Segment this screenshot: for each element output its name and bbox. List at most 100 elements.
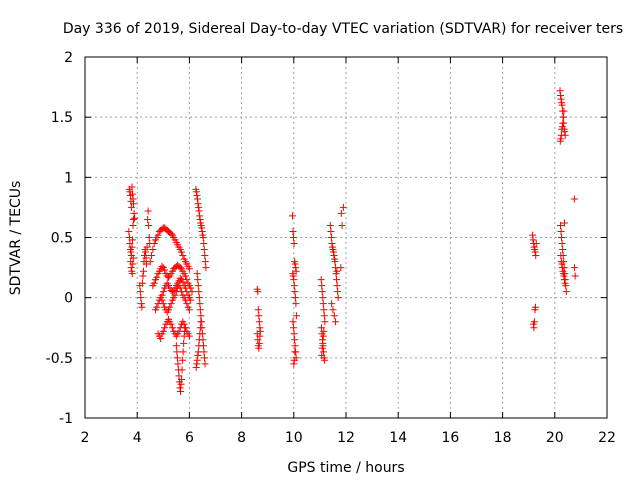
- data-point: [529, 236, 537, 244]
- data-point: [171, 291, 179, 299]
- data-point: [179, 356, 187, 364]
- data-point: [142, 248, 150, 256]
- data-point: [292, 300, 300, 308]
- data-point: [176, 264, 184, 272]
- data-point: [530, 324, 538, 332]
- data-point: [196, 330, 204, 338]
- data-point: [201, 360, 209, 368]
- data-point: [290, 282, 298, 290]
- data-point: [148, 252, 156, 260]
- data-point: [320, 306, 328, 314]
- data-point: [317, 324, 325, 332]
- data-point: [334, 288, 342, 296]
- data-point: [176, 284, 184, 292]
- data-point: [194, 276, 202, 284]
- data-point: [570, 195, 578, 203]
- data-point: [195, 294, 203, 302]
- data-point: [202, 264, 210, 272]
- data-point: [319, 294, 327, 302]
- data-point: [290, 276, 298, 284]
- data-point: [127, 248, 135, 256]
- data-point: [328, 300, 336, 308]
- y-tick-label: -1: [59, 411, 73, 427]
- data-point: [330, 312, 338, 320]
- data-point: [179, 348, 187, 356]
- data-point: [130, 215, 138, 223]
- data-point: [193, 360, 201, 368]
- data-point: [291, 336, 299, 344]
- data-point: [150, 240, 158, 248]
- data-point: [167, 230, 175, 238]
- data-point: [143, 260, 151, 268]
- data-point: [167, 320, 175, 328]
- x-tick-label: 22: [598, 430, 616, 446]
- data-point: [194, 200, 202, 208]
- data-point: [332, 318, 340, 326]
- x-tick-label: 16: [441, 430, 459, 446]
- y-tick-label: 0: [64, 291, 73, 307]
- data-point: [289, 272, 297, 280]
- data-point: [561, 279, 569, 287]
- data-point: [255, 344, 263, 352]
- data-points: [125, 87, 579, 396]
- data-point: [130, 209, 138, 217]
- data-point: [165, 273, 173, 281]
- data-point: [177, 380, 185, 388]
- data-point: [137, 294, 145, 302]
- data-point: [125, 227, 133, 235]
- data-point: [292, 264, 300, 272]
- data-point: [158, 296, 166, 304]
- data-point: [291, 294, 299, 302]
- data-point: [289, 318, 297, 326]
- data-point: [318, 288, 326, 296]
- data-point: [198, 227, 206, 235]
- data-point: [201, 354, 209, 362]
- data-point: [149, 246, 157, 254]
- data-point: [200, 246, 208, 254]
- data-point: [197, 318, 205, 326]
- data-point: [291, 288, 299, 296]
- data-point: [333, 282, 341, 290]
- data-point: [290, 234, 298, 241]
- data-point: [183, 300, 191, 308]
- data-point: [570, 264, 578, 272]
- data-point: [292, 312, 300, 320]
- data-point: [159, 300, 167, 308]
- data-point: [571, 272, 579, 280]
- data-point: [529, 231, 537, 239]
- data-point: [333, 267, 341, 275]
- data-point: [195, 203, 203, 211]
- data-point: [201, 258, 209, 266]
- data-point: [334, 294, 342, 302]
- data-point: [339, 203, 347, 211]
- data-point: [144, 207, 152, 215]
- data-point: [256, 332, 264, 340]
- data-point: [197, 312, 205, 320]
- data-point: [333, 276, 341, 284]
- data-point: [194, 348, 202, 356]
- data-point: [289, 227, 297, 235]
- data-point: [127, 203, 135, 211]
- data-point: [157, 335, 165, 343]
- data-point: [175, 372, 183, 380]
- data-point: [144, 215, 152, 223]
- data-point: [194, 351, 202, 359]
- data-point: [185, 265, 193, 273]
- data-point: [195, 336, 203, 344]
- data-point: [173, 348, 181, 356]
- data-point: [560, 107, 568, 115]
- x-tick-label: 8: [237, 430, 246, 446]
- data-point: [198, 224, 206, 232]
- data-point: [185, 306, 193, 314]
- data-point: [318, 344, 326, 352]
- x-tick-label: 6: [185, 430, 194, 446]
- data-point: [532, 240, 540, 248]
- y-tick-label: -0.5: [46, 351, 73, 367]
- data-point: [291, 260, 299, 268]
- data-point: [161, 324, 169, 332]
- data-point: [317, 276, 325, 284]
- data-point: [320, 348, 328, 356]
- data-point: [193, 356, 201, 364]
- y-tick-label: 1.5: [51, 110, 73, 126]
- data-point: [161, 266, 169, 274]
